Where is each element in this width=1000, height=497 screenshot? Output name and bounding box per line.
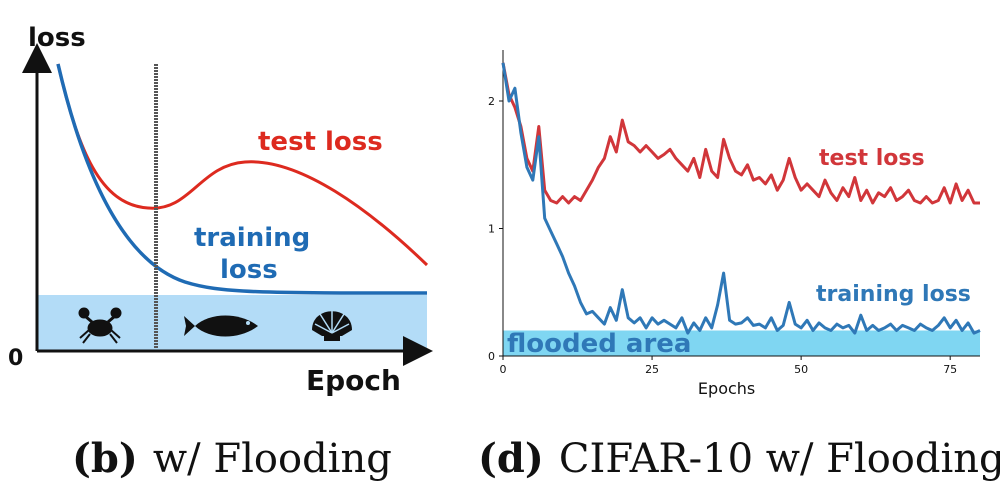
fish-icon: [184, 315, 258, 337]
x-tick-label: 0: [500, 363, 507, 376]
caption-d-text: CIFAR-10 w/ Flooding: [559, 436, 1000, 482]
ticks: 0 25 50 75 0 1 2: [488, 95, 957, 376]
caption-d: (d) CIFAR-10 w/ Flooding: [478, 435, 1000, 482]
test-loss-curve: [56, 63, 429, 267]
test-loss-line: [501, 62, 980, 205]
panel-d: flooded area 0 25 50 75 0 1 2 test loss traini…: [488, 50, 981, 398]
flooded-area-band: [503, 330, 980, 356]
caption-b-text: w/ Flooding: [153, 436, 392, 482]
origin-label: 0: [8, 346, 23, 371]
training-label-line2: loss: [220, 255, 278, 285]
ylabel-loss: loss: [28, 23, 86, 53]
shell-icon: [312, 310, 352, 341]
training-label-line1: training: [194, 223, 310, 253]
panel-b: loss 0 Epoch test loss training loss: [8, 23, 433, 397]
x-tick-label: 25: [645, 363, 659, 376]
series-lines: [501, 62, 981, 335]
caption-b-label: (b): [72, 435, 138, 482]
training-loss-label: training loss: [816, 282, 971, 307]
crab-icon: [78, 307, 122, 344]
flooded-area-label: flooded area: [507, 329, 691, 359]
xlabel-epoch: Epoch: [306, 364, 401, 397]
test-loss-label: test loss: [819, 146, 925, 171]
y-tick-label: 2: [488, 95, 495, 108]
caption-b: (b) w/ Flooding: [72, 435, 392, 482]
training-loss-line: [501, 62, 981, 335]
x-tick-label: 75: [943, 363, 957, 376]
y-tick-label: 1: [488, 223, 495, 236]
test-loss-label: test loss: [258, 127, 383, 157]
y-tick-label: 0: [488, 350, 495, 363]
xlabel-epochs: Epochs: [698, 379, 755, 398]
training-loss-curve: [56, 63, 428, 295]
x-tick-label: 50: [794, 363, 808, 376]
caption-d-label: (d): [478, 435, 544, 482]
